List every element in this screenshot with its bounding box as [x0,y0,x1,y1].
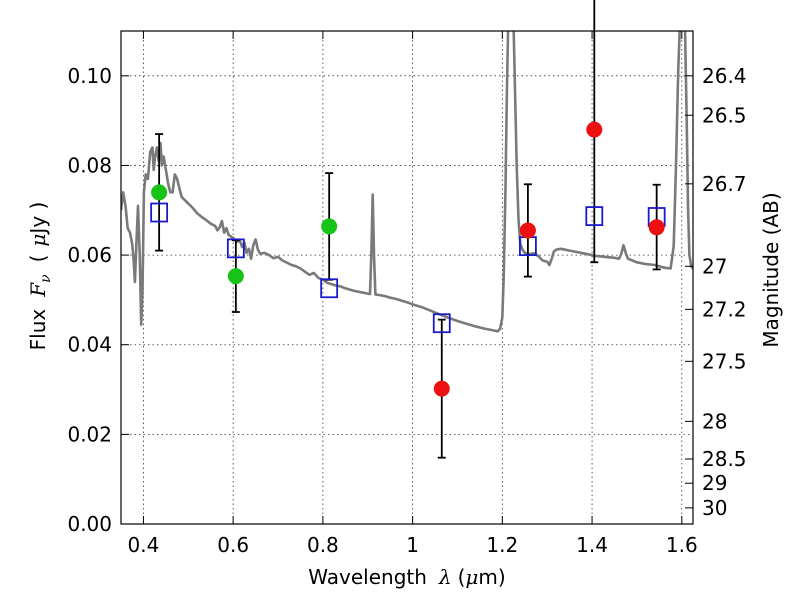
x-tick-label: 1.6 [666,533,698,557]
y2-tick-label: 29 [702,471,727,495]
model-flux-box [150,202,169,223]
y-tick-label: 0.10 [67,64,112,88]
y-tick-label: 0.00 [67,512,112,536]
y-tick-label: 0.04 [67,333,112,357]
green-data-point [151,184,168,201]
x-tick-label: 0.6 [217,533,249,557]
model-flux-box [432,313,451,334]
x-tick-label: 1 [406,533,419,557]
template-spectrum-layer [121,31,693,333]
y2-tick-label: 27.5 [702,349,747,373]
x-axis-label: Wavelength λ (μm) [308,565,505,589]
y2-tick-label: 27.2 [702,297,747,321]
y2-tick-label: 26.5 [702,103,747,127]
model-flux-box [226,238,245,259]
y2-tick-label: 26.7 [702,172,747,196]
red-data-point [433,380,450,397]
red-data-point [519,222,536,239]
y2-tick-label: 28.5 [702,447,747,471]
model-flux-box [320,278,339,299]
green-data-point [227,268,244,285]
green-data-point [321,218,338,235]
x-tick-labels: 0.4 0.6 0.8 1 1.2 1.4 1.6 [128,533,698,557]
y2-tick-label: 30 [702,496,727,520]
y-axis-label: FluxFν(μJy ) [26,202,54,351]
grid-lines [121,31,693,525]
y-tick-label: 0.06 [67,243,112,267]
y-tick-labels: 0.00 0.02 0.04 0.06 0.08 0.10 [67,64,112,536]
tick-marks [121,31,693,525]
model-flux-box [585,206,604,226]
template-spectrum-line [121,31,693,333]
x-tick-label: 0.4 [128,533,160,557]
y2-tick-label: 27 [702,254,727,278]
model-box-layer [150,202,666,334]
red-data-point [648,219,665,236]
x-tick-label: 1.2 [486,533,518,557]
x-tick-label: 0.8 [307,533,339,557]
y2-axis-label: Magnitude (AB) [759,192,783,347]
x-tick-label: 1.4 [576,533,608,557]
y2-tick-label: 28 [702,409,727,433]
red-data-point [586,121,603,138]
plot-frame [120,30,694,525]
y-tick-label: 0.08 [67,153,112,177]
y2-tick-label: 26.4 [702,64,747,88]
y-tick-label: 0.02 [67,422,112,446]
observed-point-layer [151,121,665,397]
errorbar-layer [155,0,661,459]
